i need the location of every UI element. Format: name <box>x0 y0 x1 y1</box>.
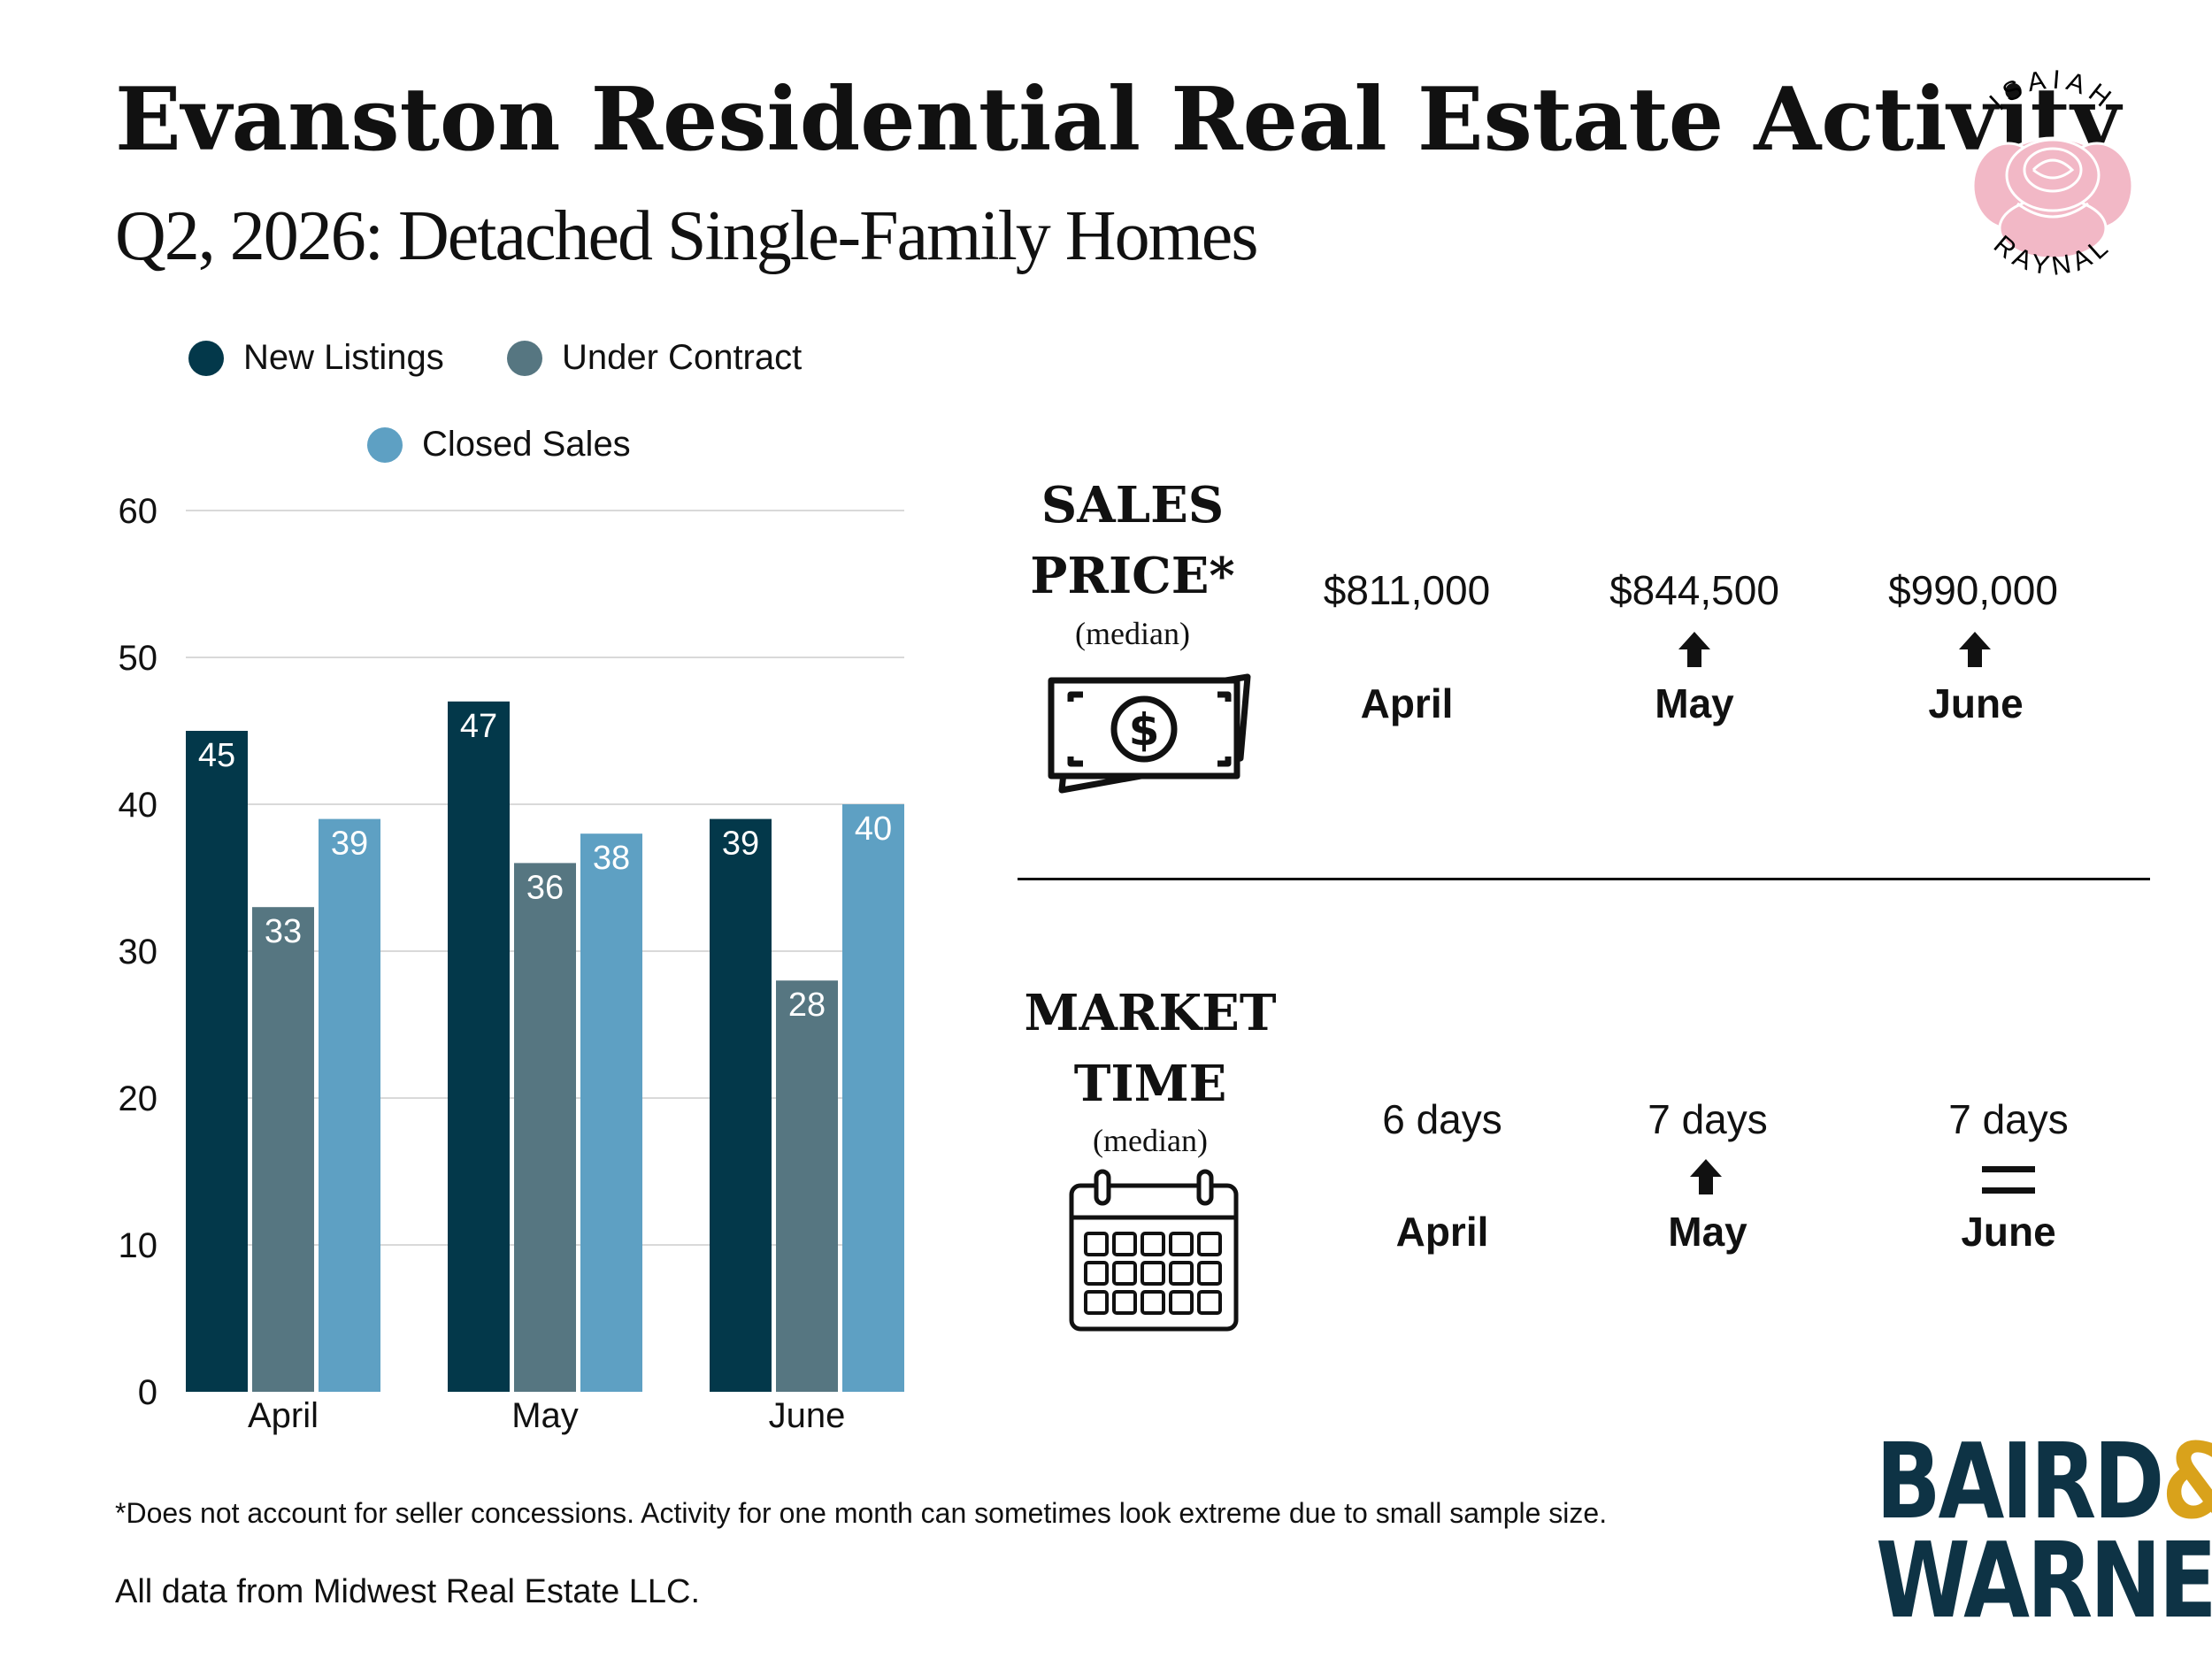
legend-label: Under Contract <box>562 338 803 377</box>
bar-closed-sales-june <box>842 804 904 1392</box>
calendar-day-cell <box>1112 1261 1137 1286</box>
arrow-up-icon <box>1959 632 1991 667</box>
sales-heading-line1: SALES <box>1041 476 1225 534</box>
sales-month-june: June <box>1928 680 2024 726</box>
legend-item-under-contract: Under Contract <box>507 338 802 378</box>
legend-label: Closed Sales <box>422 425 631 464</box>
data-source: All data from Midwest Real Estate LLC. <box>115 1573 701 1610</box>
svg-text:$: $ <box>1129 704 1160 756</box>
legend-label: New Listings <box>243 338 444 377</box>
bar-closed-sales-april <box>319 818 380 1392</box>
sales-month-may: May <box>1655 680 1734 726</box>
sales-qualifier: (median) <box>1075 616 1190 651</box>
brand-logo: BAIRD& WARNER <box>1876 1429 2212 1644</box>
market-qualifier: (median) <box>1093 1123 1208 1158</box>
y-tick-label: 30 <box>119 933 158 972</box>
sales-heading-line2: PRICE* <box>1030 547 1235 605</box>
page-title: Evanston Residential Real Estate Activit… <box>115 69 2121 171</box>
footnote: *Does not account for seller concessions… <box>115 1497 1608 1529</box>
bar-chart: 0 10 20 30 40 50 60 45 33 39 April 47 36 38 May 39 28 40 J… <box>119 492 904 1435</box>
bar-closed-sales-may <box>580 833 642 1392</box>
legend-item-closed-sales: Closed Sales <box>367 425 631 465</box>
market-value-april: 6 days <box>1382 1096 1502 1142</box>
sales-value-june: $990,000 <box>1888 567 2058 613</box>
cash-icon: $ <box>1048 673 1251 794</box>
y-tick-label: 0 <box>138 1373 157 1412</box>
calendar-day-cell <box>1197 1290 1222 1315</box>
x-tick-label: May <box>511 1396 579 1435</box>
data-label: 39 <box>722 826 759 863</box>
data-label: 39 <box>331 826 368 863</box>
sales-month-april: April <box>1360 680 1454 726</box>
legend-dot-under-contract <box>507 340 542 376</box>
data-label: 47 <box>460 708 497 745</box>
legend-dot-new-listings <box>188 340 224 376</box>
market-month-may: May <box>1668 1209 1747 1255</box>
calendar-icon <box>1069 1169 1239 1332</box>
bar-new-listings-may <box>448 701 510 1392</box>
sales-value-april: $811,000 <box>1323 567 1491 613</box>
x-tick-label: April <box>248 1396 319 1435</box>
bar-new-listings-june <box>710 818 772 1392</box>
data-label: 40 <box>855 810 892 848</box>
calendar-day-cell <box>1169 1232 1194 1256</box>
brand-ampersand: & <box>2162 1420 2212 1542</box>
market-month-april: April <box>1395 1209 1489 1255</box>
section-divider <box>1018 878 2150 880</box>
calendar-day-cell <box>1197 1232 1222 1256</box>
x-tick-label: June <box>769 1396 846 1435</box>
rose-icon <box>1971 136 2134 260</box>
calendar-day-cell <box>1197 1261 1222 1286</box>
logo-top-text: ISAIAH <box>1984 65 2120 116</box>
market-value-june: 7 days <box>1948 1096 2069 1142</box>
bar-under-contract-june <box>776 980 838 1392</box>
data-label: 33 <box>265 913 302 950</box>
calendar-day-cell <box>1084 1290 1109 1315</box>
bar-under-contract-may <box>514 863 576 1392</box>
bar-new-listings-april <box>186 731 248 1392</box>
data-label: 38 <box>593 840 630 877</box>
arrow-up-icon <box>1690 1159 1722 1194</box>
bar-under-contract-april <box>252 907 314 1392</box>
calendar-day-cell <box>1141 1290 1165 1315</box>
calendar-day-cell <box>1112 1232 1137 1256</box>
calendar-day-cell <box>1112 1290 1137 1315</box>
page-subtitle: Q2, 2026: Detached Single-Family Homes <box>115 197 1258 275</box>
y-tick-label: 40 <box>119 786 158 825</box>
market-heading-line1: MARKET <box>1024 984 1277 1042</box>
rose-logo: ISAIAH RAYNAL <box>1971 65 2134 281</box>
calendar-day-cell <box>1141 1261 1165 1286</box>
market-value-may: 7 days <box>1647 1096 1768 1142</box>
data-label: 36 <box>526 869 564 906</box>
legend-dot-closed-sales <box>367 426 403 463</box>
market-month-june: June <box>1961 1209 2056 1255</box>
brand-line2: WARNER <box>1876 1519 2212 1641</box>
y-tick-label: 20 <box>119 1079 158 1118</box>
calendar-day-cell <box>1169 1261 1194 1286</box>
y-tick-label: 50 <box>119 639 158 678</box>
y-tick-label: 10 <box>119 1226 158 1265</box>
calendar-day-cell <box>1084 1232 1109 1256</box>
brand-line1: BAIRD& <box>1876 1429 2212 1533</box>
legend-item-new-listings: New Listings <box>188 338 444 378</box>
calendar-day-cell <box>1084 1261 1109 1286</box>
calendar-day-cell <box>1141 1232 1165 1256</box>
y-tick-label: 60 <box>119 492 158 531</box>
sales-value-may: $844,500 <box>1609 567 1779 613</box>
equal-icon <box>1982 1166 2035 1194</box>
data-label: 28 <box>788 987 826 1024</box>
data-label: 45 <box>198 737 235 774</box>
calendar-day-cell <box>1169 1290 1194 1315</box>
arrow-up-icon <box>1678 632 1710 667</box>
market-heading-line2: TIME <box>1073 1055 1227 1113</box>
